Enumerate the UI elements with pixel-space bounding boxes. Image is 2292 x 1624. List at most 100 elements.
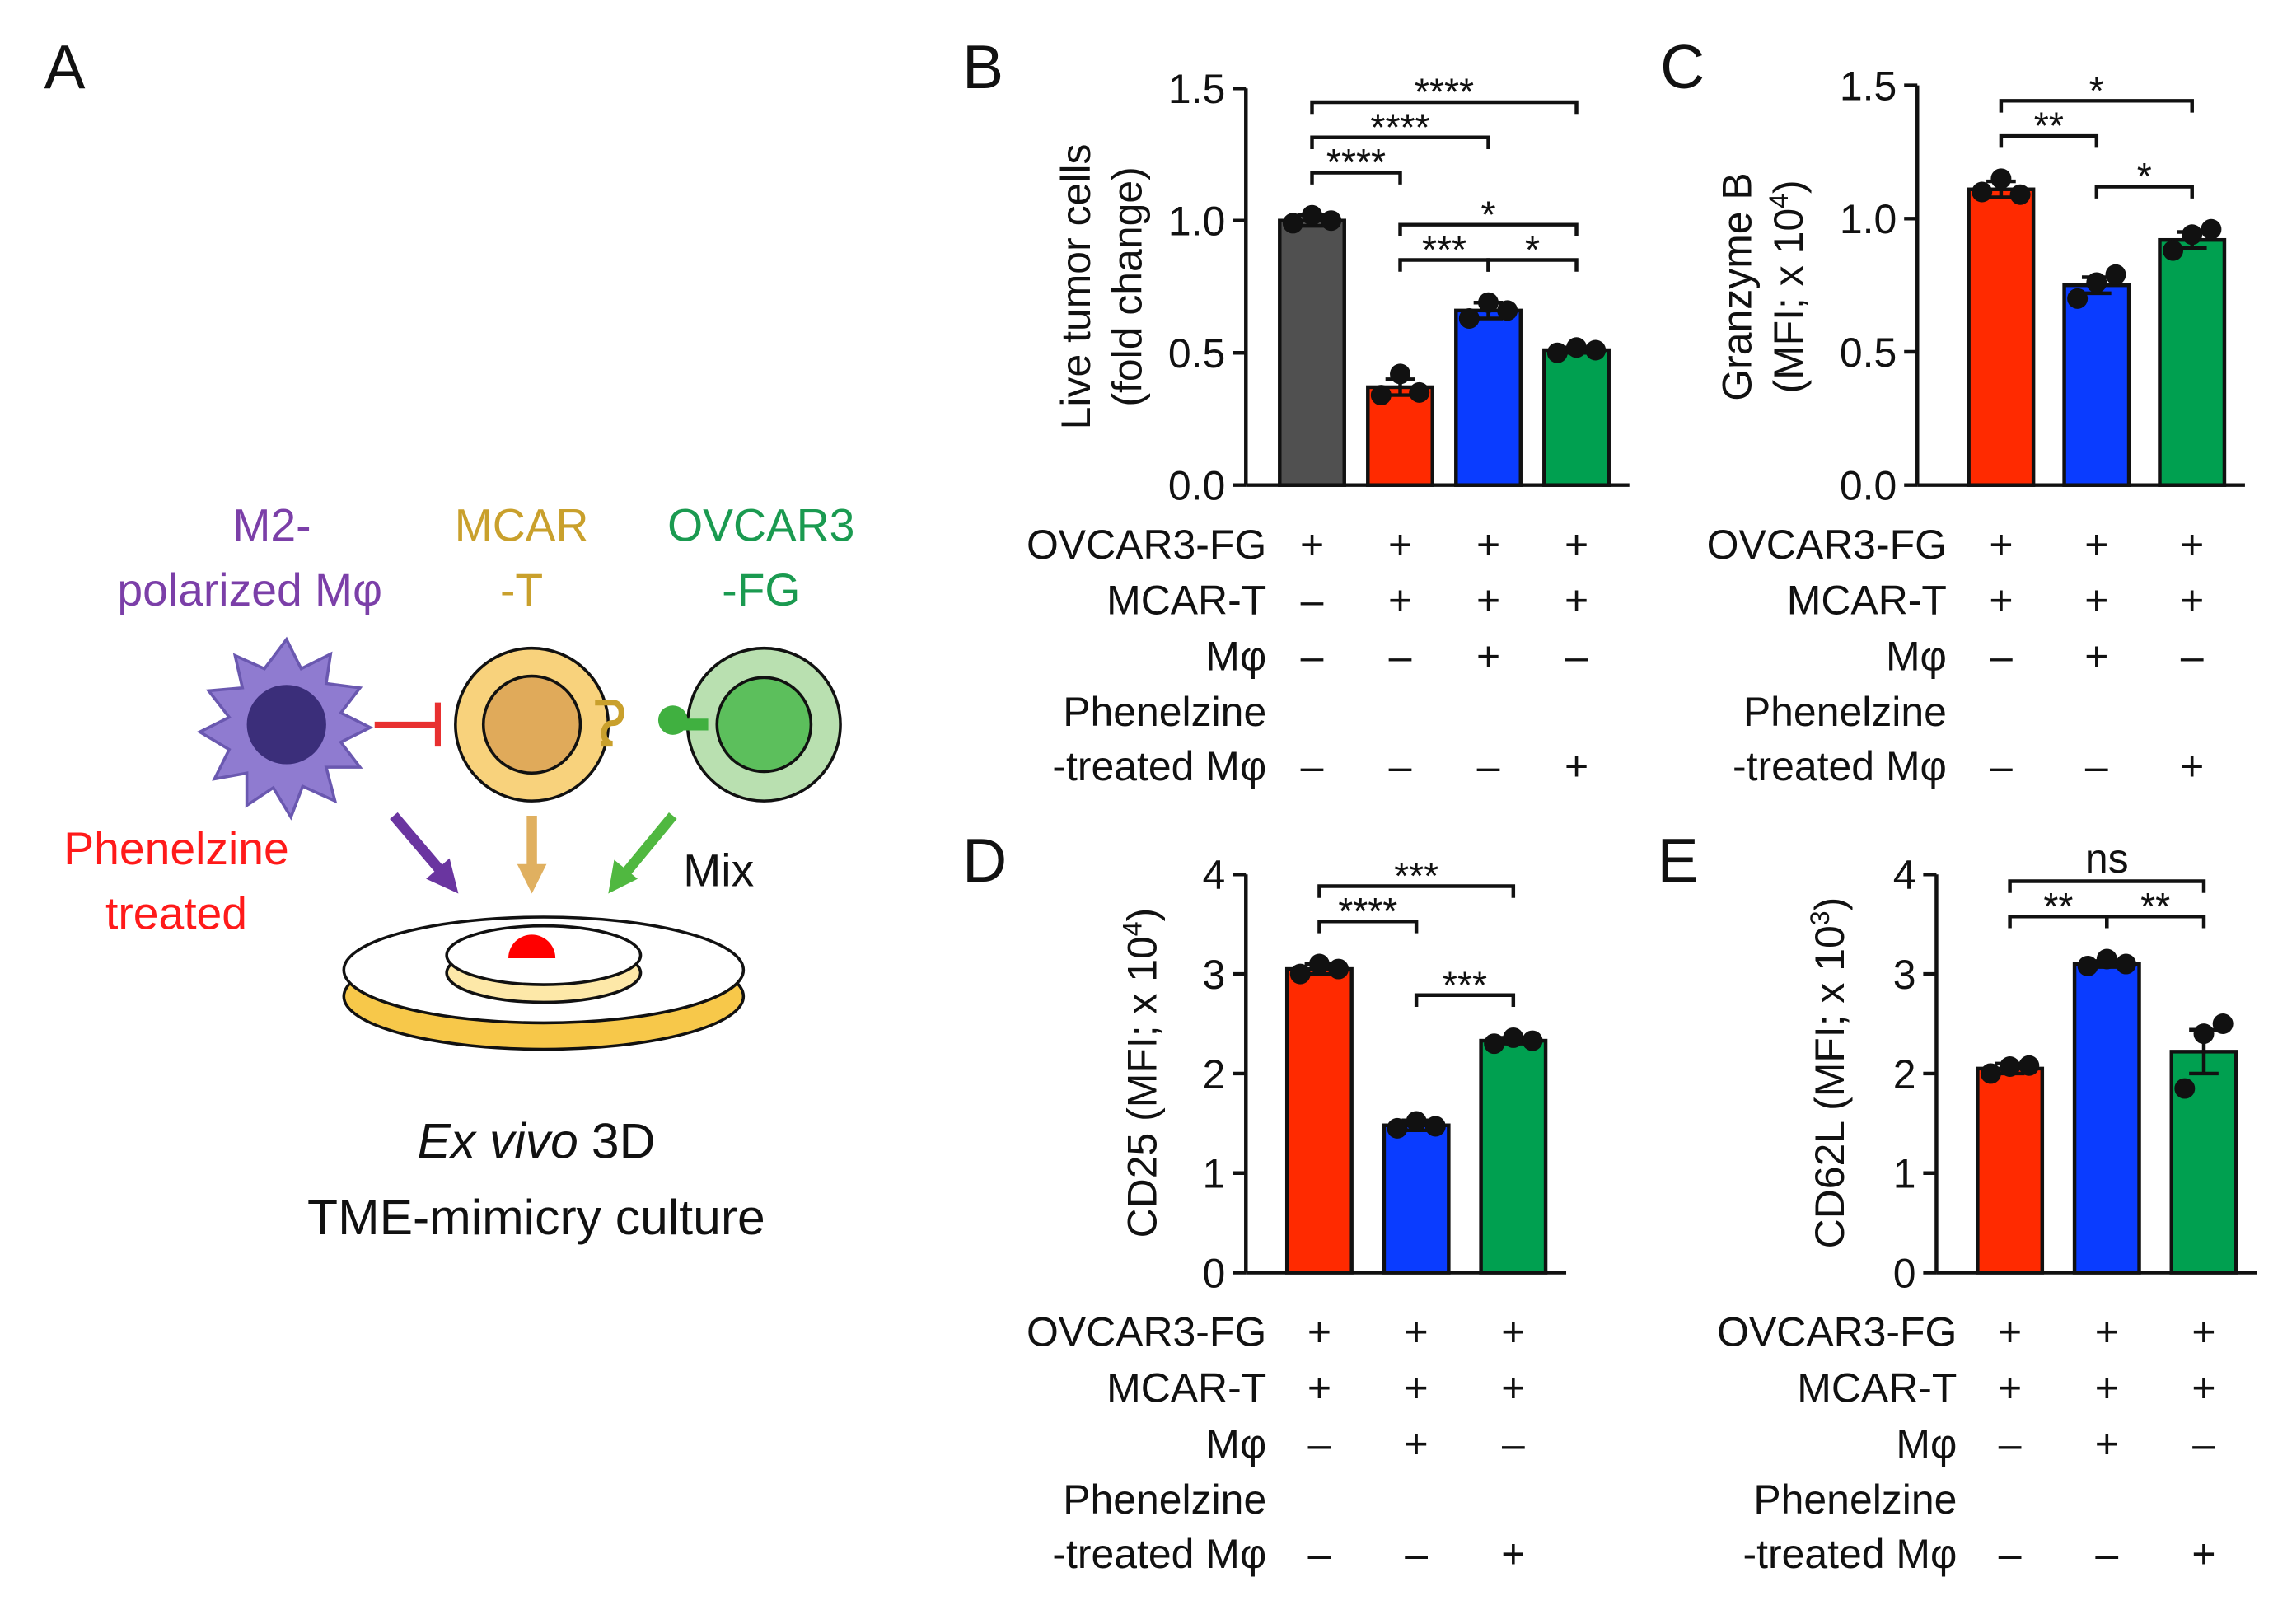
mix-label: Mix bbox=[683, 845, 754, 896]
y-axis-label-part: 4 bbox=[1117, 921, 1147, 936]
significance-label: *** bbox=[1422, 228, 1466, 271]
significance-bracket bbox=[1999, 99, 2194, 113]
data-point bbox=[1424, 1116, 1446, 1137]
data-point bbox=[1321, 210, 1342, 232]
bar bbox=[1542, 348, 1611, 487]
condition-sign: – bbox=[1308, 1420, 1331, 1467]
data-point bbox=[2077, 955, 2098, 976]
condition-sign: + bbox=[1476, 633, 1500, 679]
data-point bbox=[1458, 307, 1480, 329]
macrophage-label: polarized Mφ bbox=[117, 564, 382, 615]
panel-letter: E bbox=[1658, 826, 1699, 895]
condition-sign: + bbox=[1300, 522, 1324, 568]
data-point bbox=[1390, 363, 1410, 385]
condition-sign: + bbox=[1388, 578, 1412, 624]
condition-label: Phenelzine bbox=[1063, 689, 1266, 735]
bar bbox=[1382, 1123, 1451, 1275]
condition-label: -treated Mφ bbox=[1733, 743, 1947, 789]
y-axis-label-part: CD25 (MFI; x 10 bbox=[1119, 936, 1165, 1238]
y-tick-label: 2 bbox=[1203, 1051, 1226, 1097]
significance-bracket bbox=[1414, 993, 1516, 1007]
significance-bracket bbox=[2105, 915, 2206, 929]
condition-sign: – bbox=[1301, 578, 1324, 624]
data-point bbox=[2096, 948, 2117, 970]
y-tick-label: 3 bbox=[1203, 952, 1226, 998]
data-point bbox=[1972, 181, 1993, 203]
condition-label: Mφ bbox=[1896, 1420, 1957, 1467]
significance-bracket bbox=[1310, 171, 1402, 185]
data-point bbox=[2116, 953, 2136, 975]
significance-label: **** bbox=[1338, 890, 1397, 933]
data-point bbox=[1546, 342, 1568, 363]
y-tick-label: 1 bbox=[1893, 1151, 1916, 1197]
data-point bbox=[1478, 292, 1499, 313]
significance-label: * bbox=[1480, 193, 1495, 236]
bar bbox=[1967, 187, 2036, 487]
data-point bbox=[2018, 1055, 2040, 1076]
condition-sign: + bbox=[2180, 522, 2204, 568]
condition-sign: + bbox=[2191, 1365, 2215, 1411]
condition-sign: + bbox=[1989, 578, 2013, 624]
y-axis-label-part: 4 bbox=[1764, 194, 1794, 208]
condition-sign: – bbox=[1308, 1531, 1331, 1577]
condition-sign: + bbox=[2095, 1420, 2119, 1467]
significance-bracket bbox=[1310, 100, 1579, 115]
y-axis-label-part: Live tumor cells bbox=[1053, 144, 1099, 430]
data-point bbox=[2105, 264, 2126, 285]
panel-a: A M2- polarized Mφ MCAR -T OVCAR3 -FG Ph… bbox=[44, 32, 855, 1245]
bar bbox=[1278, 218, 1346, 487]
condition-sign: + bbox=[2180, 578, 2204, 624]
treatment-label: Phenelzine bbox=[63, 823, 288, 874]
arrow bbox=[390, 812, 448, 878]
condition-sign: + bbox=[1307, 1365, 1331, 1411]
significance-label: *** bbox=[1394, 854, 1438, 897]
condition-sign: – bbox=[1477, 743, 1500, 789]
condition-label: Mφ bbox=[1886, 633, 1947, 679]
significance-label: **** bbox=[1370, 105, 1429, 148]
significance-label: *** bbox=[1443, 963, 1487, 1006]
condition-sign: – bbox=[1389, 633, 1412, 679]
significance-bracket bbox=[1310, 135, 1490, 150]
data-point bbox=[2182, 224, 2203, 246]
condition-sign: + bbox=[2180, 743, 2204, 789]
significance-bracket bbox=[1486, 258, 1579, 272]
data-point bbox=[1282, 213, 1303, 234]
condition-sign: – bbox=[2095, 1531, 2118, 1577]
t-cell-nucleus bbox=[481, 674, 582, 775]
y-axis-label: (MFI; x 104) bbox=[1764, 180, 1812, 393]
condition-sign: – bbox=[2192, 1420, 2215, 1467]
data-point bbox=[1289, 963, 1311, 985]
car-receptor bbox=[595, 700, 624, 747]
y-tick-label: 0.0 bbox=[1840, 463, 1897, 509]
condition-sign: – bbox=[1565, 633, 1588, 679]
significance-label: ** bbox=[2034, 105, 2064, 147]
condition-sign: – bbox=[1999, 1420, 2022, 1467]
condition-sign: + bbox=[1405, 1309, 1429, 1355]
condition-label: Phenelzine bbox=[1753, 1477, 1957, 1523]
tumor-nucleus bbox=[715, 676, 813, 774]
significance-label: ** bbox=[2140, 885, 2170, 928]
significance-bracket bbox=[1317, 920, 1419, 934]
condition-label: Phenelzine bbox=[1063, 1477, 1266, 1523]
bar bbox=[1976, 1066, 2045, 1275]
condition-sign: + bbox=[1388, 522, 1412, 568]
y-axis-label-part: Granzyme B bbox=[1714, 172, 1761, 400]
culture-rest: 3D bbox=[592, 1112, 656, 1168]
y-axis-label: Granzyme B bbox=[1714, 172, 1761, 400]
y-tick-label: 0.5 bbox=[1840, 330, 1897, 376]
significance-label: **** bbox=[1415, 71, 1474, 114]
data-point bbox=[1328, 958, 1349, 980]
y-tick-label: 0.5 bbox=[1168, 330, 1225, 377]
panel-letter: C bbox=[1660, 32, 1705, 101]
y-tick-label: 0 bbox=[1203, 1250, 1226, 1296]
arrow-head bbox=[426, 858, 459, 894]
y-tick-label: 3 bbox=[1893, 952, 1916, 998]
data-point bbox=[2009, 184, 2031, 205]
significance-label: * bbox=[2137, 155, 2152, 198]
y-tick-label: 4 bbox=[1203, 852, 1226, 898]
data-point bbox=[1585, 339, 1607, 361]
condition-sign: – bbox=[1990, 633, 2013, 679]
y-axis-label-part: 3 bbox=[1805, 910, 1835, 925]
car-t-label: MCAR bbox=[455, 499, 589, 550]
tumor-label: OVCAR3 bbox=[667, 499, 854, 550]
